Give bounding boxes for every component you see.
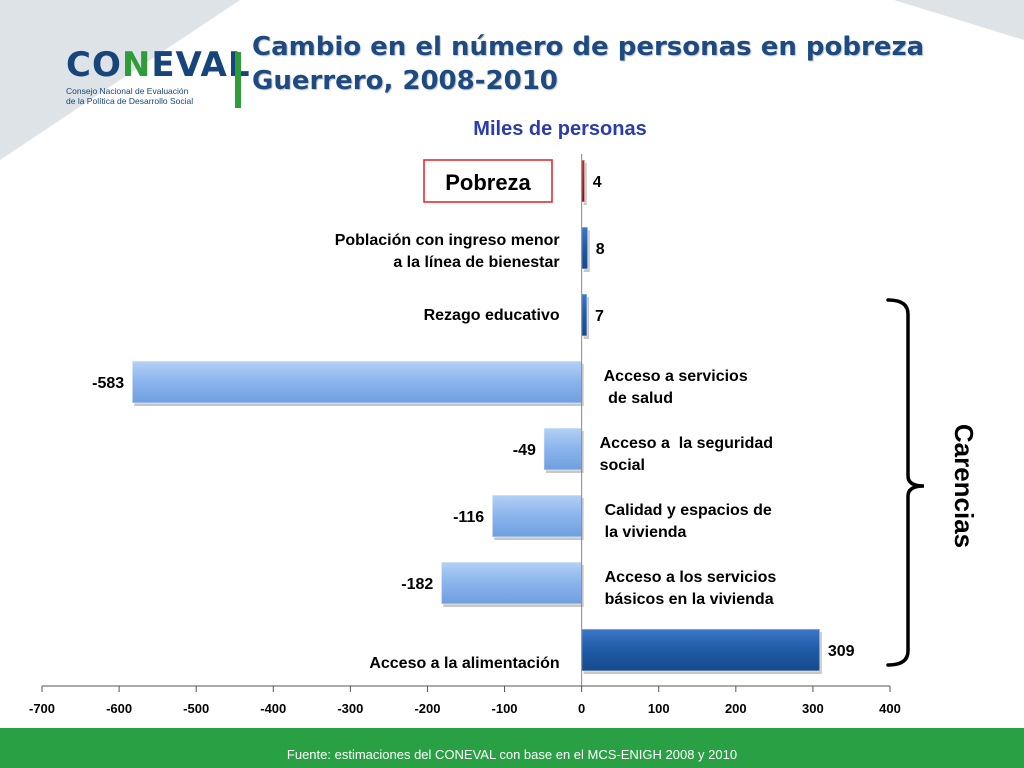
category-label: a la línea de bienestar: [393, 254, 559, 271]
logo-word-n: N: [121, 45, 152, 85]
value-label: -49: [513, 442, 536, 459]
value-label: -182: [401, 576, 433, 593]
x-tick-label: -600: [106, 701, 132, 716]
bar: [440, 561, 583, 605]
x-tick-label: -200: [414, 701, 440, 716]
value-label: -583: [92, 375, 124, 392]
bar: [581, 293, 588, 337]
logo-subtitle-1: Consejo Nacional de Evaluación: [66, 86, 189, 96]
x-tick-label: 400: [879, 701, 901, 716]
x-tick-label: -400: [260, 701, 286, 716]
footer-bar: [0, 728, 1024, 768]
logo-subtitle-2: de la Política de Desarrollo Social: [66, 96, 194, 106]
logo-word-post: EVAL: [151, 45, 251, 85]
corner-decoration-left: [0, 0, 240, 160]
value-label: 4: [593, 174, 602, 191]
value-label: 7: [595, 308, 604, 325]
bar: [131, 360, 583, 404]
logo-word-pre: CO: [66, 45, 122, 85]
value-label: 309: [828, 643, 855, 660]
chart-subtitle: Miles de personas: [473, 118, 647, 140]
x-tick-label: 100: [648, 701, 670, 716]
x-tick-label: -500: [183, 701, 209, 716]
category-label: Acceso a la seguridad: [600, 435, 773, 452]
value-label: -116: [453, 509, 484, 526]
category-label: Población con ingreso menor: [335, 232, 560, 249]
x-tick-label: -100: [492, 701, 518, 716]
title-line-1: Cambio en el número de personas en pobre…: [252, 32, 925, 62]
labels-layer: 4 Pobreza 8 Población con ingreso menor a la…: [92, 159, 855, 672]
category-label: de salud: [604, 390, 673, 407]
category-label: la vivienda: [605, 524, 687, 541]
x-tick-label: -300: [337, 701, 363, 716]
carencias-bracket: Carencias: [886, 298, 979, 667]
source-note: Fuente: estimaciones del CONEVAL con bas…: [286, 747, 738, 762]
value-label: 8: [596, 241, 605, 258]
category-label: social: [600, 457, 645, 474]
coneval-logo: CONEVAL Consejo Nacional de Evaluación d…: [66, 45, 250, 106]
pobreza-highlight-box: [423, 159, 553, 203]
category-label: Pobreza: [445, 170, 531, 195]
x-tick-label: 200: [725, 701, 747, 716]
x-tick-label: 300: [802, 701, 824, 716]
category-label: Calidad y espacios de: [605, 502, 772, 519]
logo-wordmark: CONEVAL: [66, 45, 250, 85]
category-label: Acceso a los servicios: [605, 569, 777, 586]
bar: [581, 628, 821, 672]
bars-layer: [131, 159, 822, 674]
corner-decoration-right: [894, 0, 1024, 40]
category-label: básicos en la vivienda: [605, 591, 774, 608]
category-label: Acceso a la alimentación: [369, 655, 559, 672]
title-accent-bar: [235, 52, 241, 108]
x-tick-label: 0: [578, 701, 585, 716]
category-label: Rezago educativo: [424, 307, 560, 324]
bar: [581, 226, 589, 270]
x-tick-label: -700: [29, 701, 55, 716]
title-line-2: Guerrero, 2008-2010: [252, 66, 558, 96]
bar-chart: 4 Pobreza 8 Población con ingreso menor a la…: [29, 154, 979, 716]
bar: [491, 494, 583, 538]
bar: [543, 427, 583, 471]
page-title: Cambio en el número de personas en pobre…: [252, 30, 1012, 98]
carencias-label: Carencias: [949, 424, 979, 548]
category-label: Acceso a servicios: [604, 368, 748, 385]
x-axis: -700 -600 -500 -400 -300 -200 -100 0 100 200 300 40…: [29, 154, 901, 716]
bracket-shape: [886, 298, 925, 667]
